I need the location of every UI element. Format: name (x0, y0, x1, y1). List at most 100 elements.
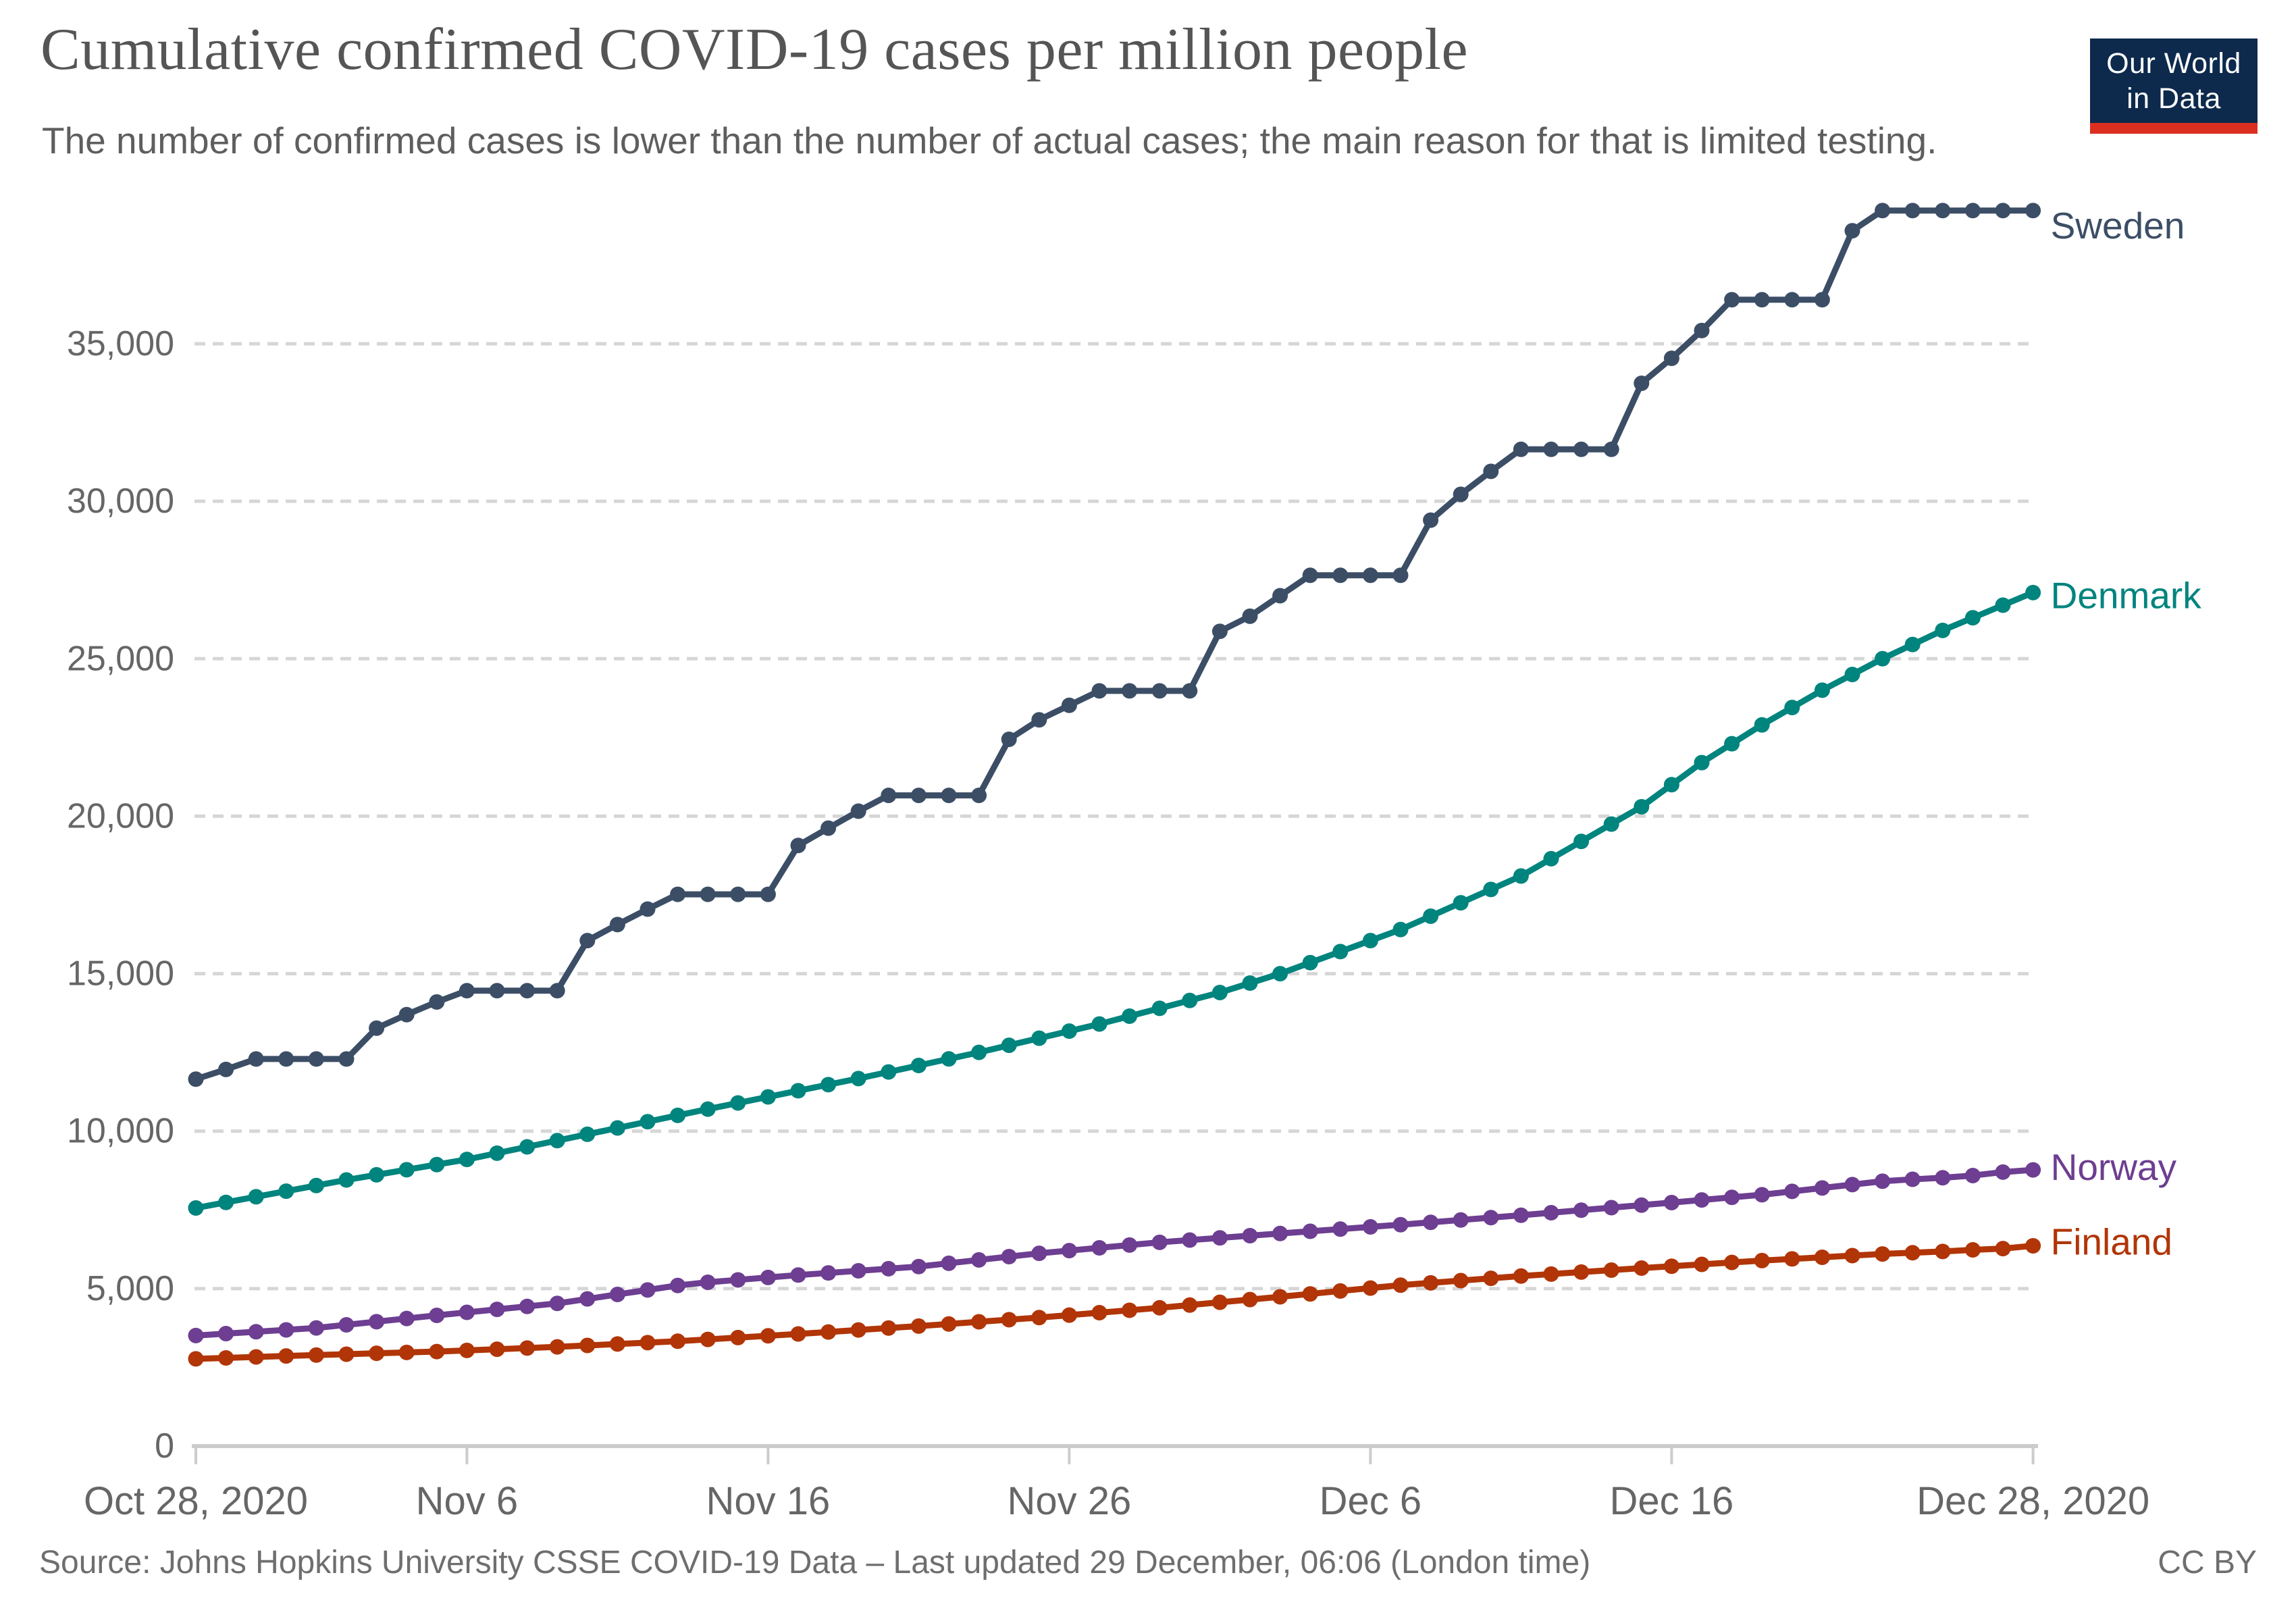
series-point-denmark-dec-9[interactable] (1453, 895, 1469, 911)
series-point-norway-nov-17[interactable] (790, 1267, 806, 1283)
series-point-sweden-dec-15[interactable] (1634, 376, 1650, 392)
series-point-norway-nov-16[interactable] (760, 1269, 776, 1285)
series-point-finland-nov-27[interactable] (1091, 1305, 1107, 1321)
series-point-norway-nov-5[interactable] (429, 1307, 445, 1323)
series-point-norway-dec-21[interactable] (1814, 1180, 1830, 1196)
series-point-denmark-dec-21[interactable] (1814, 682, 1830, 698)
series-point-sweden-nov-10[interactable] (579, 933, 596, 949)
series-point-finland-dec-21[interactable] (1814, 1249, 1830, 1265)
series-point-finland-nov-10[interactable] (579, 1337, 596, 1354)
series-point-norway-nov-1[interactable] (308, 1320, 324, 1336)
series-point-denmark-nov-24[interactable] (1001, 1037, 1017, 1054)
series-point-denmark-dec-19[interactable] (1754, 717, 1770, 733)
series-point-norway-dec-3[interactable] (1272, 1225, 1288, 1241)
series-point-sweden-dec-7[interactable] (1392, 567, 1409, 584)
series-point-denmark-dec-26[interactable] (1964, 610, 1981, 626)
series-point-denmark-dec-28[interactable] (2025, 584, 2041, 600)
series-point-sweden-nov-17[interactable] (790, 838, 806, 854)
series-point-finland-dec-16[interactable] (1663, 1258, 1679, 1275)
series-point-norway-nov-12[interactable] (640, 1282, 656, 1298)
series-point-denmark-nov-1[interactable] (308, 1177, 324, 1193)
series-point-finland-nov-5[interactable] (429, 1343, 445, 1360)
series-point-sweden-dec-25[interactable] (1935, 203, 1951, 219)
series-point-sweden-oct-30[interactable] (248, 1051, 264, 1067)
series-point-norway-oct-28[interactable] (188, 1327, 204, 1343)
series-point-denmark-nov-23[interactable] (971, 1044, 987, 1060)
series-point-finland-nov-24[interactable] (1001, 1312, 1017, 1328)
series-point-denmark-nov-13[interactable] (670, 1107, 686, 1123)
series-point-norway-nov-29[interactable] (1151, 1234, 1168, 1250)
series-point-norway-nov-2[interactable] (338, 1316, 355, 1333)
series-point-finland-dec-8[interactable] (1423, 1275, 1439, 1291)
series-point-denmark-nov-11[interactable] (609, 1120, 625, 1136)
series-point-norway-nov-23[interactable] (971, 1252, 987, 1268)
series-point-finland-dec-26[interactable] (1964, 1242, 1981, 1258)
series-point-finland-dec-2[interactable] (1242, 1291, 1258, 1308)
series-point-norway-nov-13[interactable] (670, 1277, 686, 1293)
series-point-sweden-nov-25[interactable] (1031, 712, 1047, 728)
series-point-sweden-dec-26[interactable] (1964, 203, 1981, 219)
series-point-norway-nov-14[interactable] (700, 1275, 716, 1291)
series-point-finland-dec-1[interactable] (1211, 1294, 1228, 1310)
series-point-denmark-nov-2[interactable] (338, 1172, 355, 1188)
series-point-sweden-nov-19[interactable] (850, 803, 866, 819)
series-point-finland-dec-23[interactable] (1875, 1246, 1891, 1262)
series-point-sweden-nov-2[interactable] (338, 1051, 355, 1067)
series-point-finland-dec-28[interactable] (2025, 1237, 2041, 1254)
series-point-norway-nov-25[interactable] (1031, 1245, 1047, 1262)
series-point-norway-dec-22[interactable] (1844, 1177, 1860, 1193)
series-point-finland-dec-18[interactable] (1724, 1254, 1740, 1270)
series-point-sweden-nov-9[interactable] (549, 983, 565, 999)
series-point-sweden-oct-29[interactable] (218, 1061, 234, 1077)
series-point-denmark-nov-30[interactable] (1182, 992, 1198, 1008)
series-point-norway-nov-11[interactable] (609, 1286, 625, 1302)
series-point-denmark-dec-25[interactable] (1935, 622, 1951, 638)
series-point-sweden-dec-4[interactable] (1302, 567, 1318, 584)
series-point-finland-dec-5[interactable] (1332, 1283, 1349, 1299)
series-point-sweden-nov-21[interactable] (910, 788, 927, 804)
series-point-finland-dec-10[interactable] (1483, 1270, 1499, 1287)
series-point-norway-nov-15[interactable] (730, 1272, 746, 1288)
series-point-sweden-nov-8[interactable] (519, 983, 536, 999)
series-point-norway-dec-15[interactable] (1634, 1197, 1650, 1213)
series-point-denmark-nov-16[interactable] (760, 1089, 776, 1105)
series-point-sweden-nov-18[interactable] (820, 820, 837, 836)
series-point-norway-nov-18[interactable] (820, 1265, 837, 1281)
series-point-finland-nov-18[interactable] (820, 1324, 837, 1340)
series-point-norway-nov-21[interactable] (910, 1258, 927, 1275)
series-point-sweden-dec-12[interactable] (1543, 441, 1559, 457)
series-point-denmark-nov-8[interactable] (519, 1139, 536, 1155)
series-point-norway-dec-28[interactable] (2025, 1162, 2041, 1178)
series-label-norway[interactable]: Norway (2051, 1146, 2177, 1188)
series-point-finland-dec-7[interactable] (1392, 1277, 1409, 1293)
series-point-sweden-nov-12[interactable] (640, 901, 656, 917)
series-point-sweden-dec-14[interactable] (1603, 441, 1619, 457)
series-point-norway-dec-12[interactable] (1543, 1204, 1559, 1220)
series-point-norway-dec-25[interactable] (1935, 1170, 1951, 1186)
series-point-sweden-nov-26[interactable] (1061, 697, 1077, 713)
series-point-denmark-dec-5[interactable] (1332, 944, 1349, 960)
series-point-denmark-dec-14[interactable] (1603, 816, 1619, 832)
series-point-denmark-dec-18[interactable] (1724, 736, 1740, 752)
series-point-denmark-dec-13[interactable] (1573, 833, 1590, 850)
series-label-sweden[interactable]: Sweden (2051, 205, 2185, 247)
series-point-norway-dec-4[interactable] (1302, 1223, 1318, 1239)
series-point-sweden-nov-14[interactable] (700, 886, 716, 902)
series-point-denmark-dec-3[interactable] (1272, 966, 1288, 982)
series-point-denmark-nov-15[interactable] (730, 1095, 746, 1111)
series-point-finland-dec-17[interactable] (1694, 1256, 1710, 1272)
series-point-finland-nov-11[interactable] (609, 1336, 625, 1352)
series-point-finland-dec-24[interactable] (1904, 1245, 1921, 1261)
series-point-norway-nov-28[interactable] (1122, 1237, 1138, 1253)
series-point-norway-dec-17[interactable] (1694, 1192, 1710, 1208)
series-point-norway-dec-10[interactable] (1483, 1210, 1499, 1226)
series-point-sweden-nov-11[interactable] (609, 917, 625, 933)
series-point-norway-nov-20[interactable] (881, 1260, 897, 1277)
series-point-norway-oct-31[interactable] (278, 1322, 294, 1338)
series-point-finland-nov-22[interactable] (941, 1316, 957, 1332)
series-point-norway-dec-11[interactable] (1513, 1207, 1529, 1223)
series-point-norway-nov-30[interactable] (1182, 1232, 1198, 1248)
series-point-norway-nov-9[interactable] (549, 1295, 565, 1312)
series-point-norway-nov-19[interactable] (850, 1263, 866, 1279)
series-point-norway-dec-26[interactable] (1964, 1167, 1981, 1183)
